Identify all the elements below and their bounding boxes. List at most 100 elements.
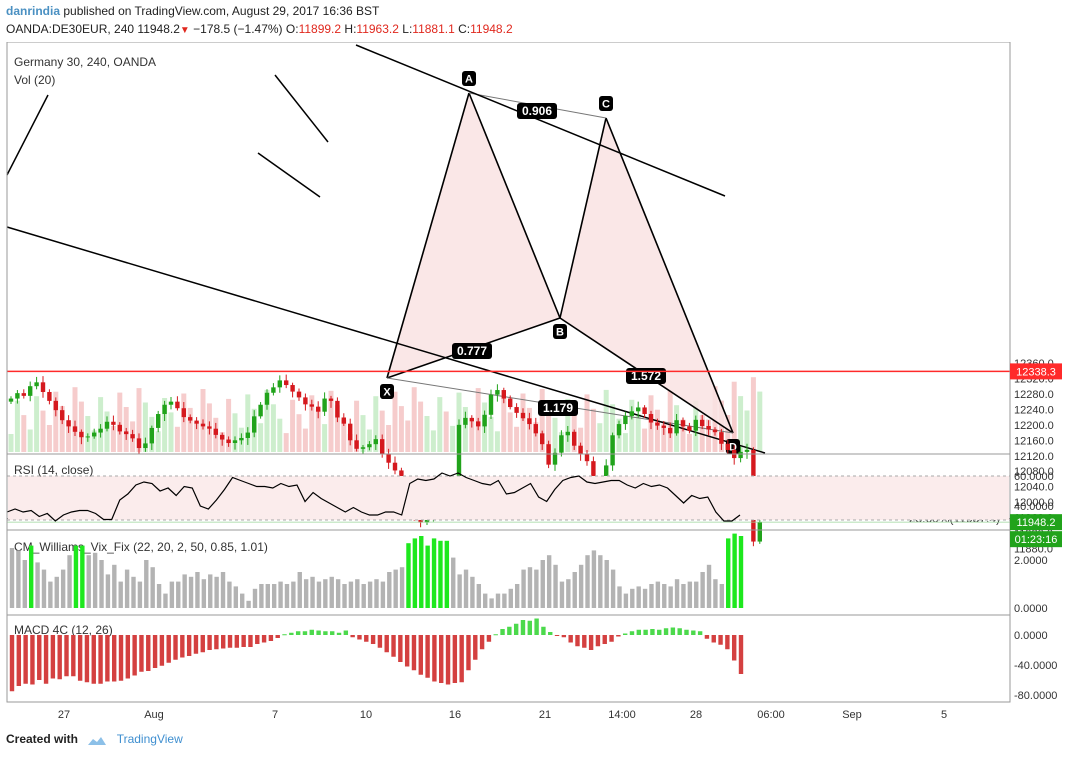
x-tick: Sep — [842, 709, 862, 721]
candle-body — [476, 421, 481, 427]
candle-body — [610, 435, 615, 466]
candle-body — [181, 408, 186, 418]
vix-bar — [668, 586, 673, 608]
vix-bar — [623, 593, 629, 608]
vix-bar — [291, 581, 296, 608]
candle-body — [668, 427, 673, 434]
candle-body — [15, 393, 20, 399]
macd-bar — [439, 635, 444, 683]
candle-body — [328, 398, 334, 401]
point-label: C — [602, 99, 610, 111]
trading-chart[interactable]: X A B C D 0.906 0.777 1.572 1.179 Germany 30, 24… — [0, 42, 1077, 728]
volume-bar — [142, 402, 148, 452]
vix-bar — [719, 584, 725, 608]
macd-bar — [77, 635, 83, 681]
candle-body — [687, 426, 692, 431]
candle-body — [661, 425, 666, 428]
pattern-leg — [605, 117, 734, 434]
tradingview-brand[interactable]: TradingView — [116, 732, 183, 746]
candle-body — [47, 391, 52, 401]
volume-bar — [584, 394, 590, 452]
macd-bar — [493, 634, 498, 636]
macd-bar — [227, 635, 233, 648]
vix-bar — [131, 576, 136, 608]
x-tick: 27 — [58, 709, 70, 721]
vix-bar — [559, 581, 565, 608]
vix-bar — [425, 545, 430, 608]
vix-bar — [41, 569, 47, 608]
volume-bar — [635, 414, 641, 452]
volume-bar — [386, 425, 392, 452]
last-price-tag-text: 11948.2 — [1017, 517, 1056, 529]
candle-body — [693, 419, 698, 431]
volume-bar — [379, 410, 385, 452]
candle-body — [8, 398, 14, 402]
author-name[interactable]: danrindia — [6, 4, 61, 18]
macd-bar — [166, 635, 171, 663]
macd-bar — [132, 635, 137, 676]
macd-bar — [23, 635, 28, 684]
macd-bar — [704, 635, 710, 639]
vix-bar — [451, 557, 456, 608]
macd-bar — [118, 635, 124, 681]
candle-body — [636, 407, 641, 412]
vix-bar — [387, 572, 392, 608]
vix-bar — [444, 540, 450, 608]
volume-bar — [366, 429, 372, 452]
volume-bar — [418, 401, 424, 452]
x-tick: 06:00 — [757, 709, 785, 721]
volume-bar — [757, 391, 763, 452]
volume-bar — [40, 410, 46, 452]
vix-bar — [374, 579, 379, 608]
vix-bar — [495, 593, 501, 608]
volume-bar — [622, 433, 628, 452]
macd-bar — [541, 626, 546, 635]
price-tick: 12080.0 — [1014, 466, 1054, 478]
vix-bar — [463, 569, 469, 608]
vix-bar — [553, 564, 558, 608]
macd-bar — [91, 635, 96, 684]
macd-bar — [125, 635, 131, 679]
volume-bar — [750, 377, 756, 452]
candle-body — [335, 400, 340, 418]
candle-body — [700, 419, 705, 426]
footer: Created with TradingView — [6, 732, 183, 746]
macd-pane: MACD 4C (12, 26) — [9, 618, 744, 692]
volume-bar — [494, 431, 500, 452]
volume-bar — [533, 422, 539, 452]
volume-bar — [392, 391, 398, 452]
ratio-label: 1.179 — [543, 401, 573, 415]
macd-bar — [616, 635, 621, 637]
volume-bar — [168, 412, 174, 452]
x-tick: 7 — [272, 709, 278, 721]
macd-bar — [377, 635, 383, 648]
volume-bar — [565, 398, 571, 452]
vix-bar — [457, 574, 462, 608]
vix-bar — [310, 576, 315, 608]
volume-bar — [270, 404, 276, 452]
candle-body — [277, 380, 282, 388]
macd-bar — [30, 635, 35, 685]
volume-bar — [731, 381, 737, 452]
volume-bar — [232, 413, 238, 452]
volume-bar — [443, 411, 449, 452]
candle-body — [156, 414, 161, 428]
price-change: −178.5 (−1.47%) — [193, 22, 283, 36]
candle-body — [264, 392, 270, 405]
candle-body — [226, 439, 231, 444]
price-tick: 12160.0 — [1014, 435, 1054, 447]
candle-body — [674, 420, 679, 434]
vix-bar — [169, 581, 175, 608]
candle-body — [501, 390, 506, 399]
vix-bar — [163, 593, 168, 608]
vix-bar — [303, 579, 309, 608]
macd-bar — [657, 629, 662, 635]
macd-bar — [534, 618, 539, 635]
candle-body — [85, 436, 90, 438]
price-tick: 12200.0 — [1014, 420, 1054, 432]
volume-bar — [21, 415, 27, 452]
candle-body — [719, 432, 724, 444]
vix-bar — [208, 574, 213, 608]
vix-bar — [188, 576, 194, 608]
macd-bar — [57, 635, 62, 680]
